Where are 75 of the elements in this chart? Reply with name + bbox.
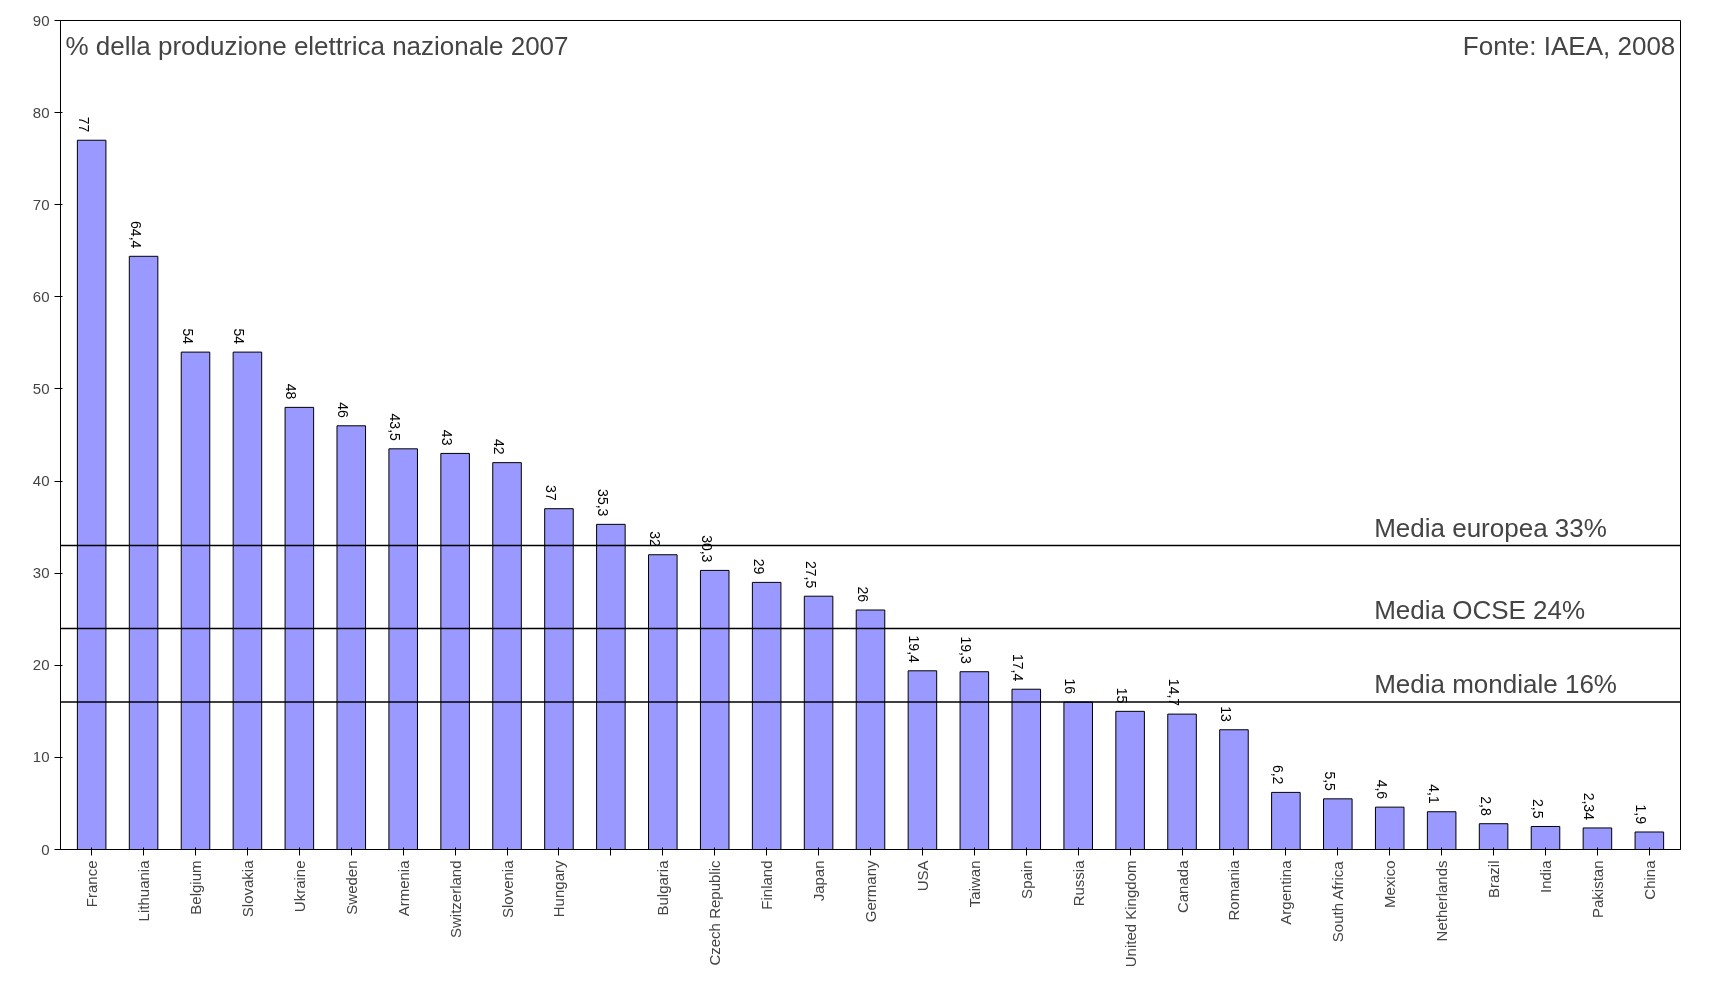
x-tick-label: Sweden <box>342 860 360 915</box>
data-label: 29 <box>750 558 767 575</box>
data-label: 2,8 <box>1477 796 1494 816</box>
chart-title: % della produzione elettrica nazionale 2007 <box>65 30 569 61</box>
data-label: 2,34 <box>1581 792 1598 821</box>
x-tick-label: Taiwan <box>965 860 983 908</box>
y-tick-label: 90 <box>32 11 50 29</box>
x-tick-label: Bulgaria <box>654 859 672 916</box>
x-tick-label: Spain <box>1017 860 1035 899</box>
data-label: 54 <box>231 328 248 345</box>
x-tick-label: Czech Republic <box>706 860 724 966</box>
y-tick-label: 0 <box>41 840 50 858</box>
data-label: 4,1 <box>1425 784 1442 804</box>
x-tick-label: United Kingdom <box>1121 860 1139 968</box>
ref-line-label: Media OCSE 24% <box>1374 595 1586 626</box>
x-tick-label: Hungary <box>550 860 568 918</box>
data-label: 37 <box>542 485 559 501</box>
data-label: 19,3 <box>958 636 975 664</box>
x-tick-label: Slovenia <box>498 859 516 919</box>
data-label: 16 <box>1062 678 1079 695</box>
x-tick-label: Finland <box>758 860 776 910</box>
y-tick-label: 20 <box>32 656 50 674</box>
x-tick-label: Belgium <box>187 860 204 915</box>
x-tick-label: Brazil <box>1485 860 1503 899</box>
data-label: 46 <box>335 402 352 418</box>
y-tick-label: 70 <box>32 195 50 213</box>
data-label: 54 <box>179 328 196 345</box>
x-tick-label: India <box>1537 859 1554 894</box>
x-tick-label: Pakistan <box>1588 860 1606 919</box>
x-tick-label: South Africa <box>1329 860 1347 943</box>
x-tick-label: USA <box>913 860 931 892</box>
x-tick-label: Slovakia <box>238 859 256 918</box>
x-tick-label: Armenia <box>394 859 412 917</box>
x-tick-label: Japan <box>810 860 828 902</box>
data-label: 42 <box>491 439 508 455</box>
x-tick-label: China <box>1640 859 1658 900</box>
data-label: 17,4 <box>1010 653 1027 682</box>
y-tick-label: 10 <box>32 748 50 766</box>
x-tick-label: Russia <box>1069 859 1087 907</box>
data-label: 19,4 <box>906 635 923 664</box>
ref-line-label: Media europea 33% <box>1374 512 1607 543</box>
x-tick-label: Germany <box>862 860 879 923</box>
x-tick-label: Canada <box>1173 859 1191 914</box>
data-label: 43 <box>439 429 456 446</box>
ref-line-label: Media mondiale 16% <box>1374 669 1617 700</box>
data-label: 35,3 <box>594 489 611 517</box>
y-tick-label: 30 <box>32 564 50 582</box>
annotation: Fonte: IAEA, 2008 <box>1462 30 1676 61</box>
x-tick-label: Mexico <box>1381 860 1399 909</box>
y-tick-label: 60 <box>32 287 50 305</box>
x-tick-label: Ukraine <box>290 860 308 913</box>
y-tick-label: 40 <box>32 472 50 490</box>
data-label: 15 <box>1114 687 1131 704</box>
data-label: 43,5 <box>387 413 404 442</box>
x-tick-label: Netherlands <box>1433 860 1451 942</box>
x-tick-label: Romania <box>1225 859 1243 921</box>
data-label: 13 <box>1217 706 1234 722</box>
data-label: 30,3 <box>698 535 715 563</box>
x-tick-label: France <box>83 860 101 908</box>
data-label: 6,2 <box>1269 764 1286 785</box>
y-tick-label: 50 <box>32 379 50 397</box>
data-label: 2,5 <box>1529 799 1546 819</box>
x-tick-label: Switzerland <box>446 860 464 939</box>
data-label: 77 <box>75 116 92 133</box>
data-label: 1,9 <box>1633 804 1650 825</box>
data-label: 14,7 <box>1166 678 1183 707</box>
data-label: 4,6 <box>1373 779 1390 800</box>
data-label: 48 <box>283 383 300 400</box>
data-label: 26 <box>854 586 871 603</box>
x-tick-label: Lithuania <box>135 859 153 922</box>
data-label: 5,5 <box>1321 771 1338 792</box>
x-tick-label: Argentina <box>1277 859 1295 925</box>
y-tick-label: 80 <box>32 103 50 121</box>
data-label: 27,5 <box>802 560 819 589</box>
data-label: 64,4 <box>127 221 144 249</box>
